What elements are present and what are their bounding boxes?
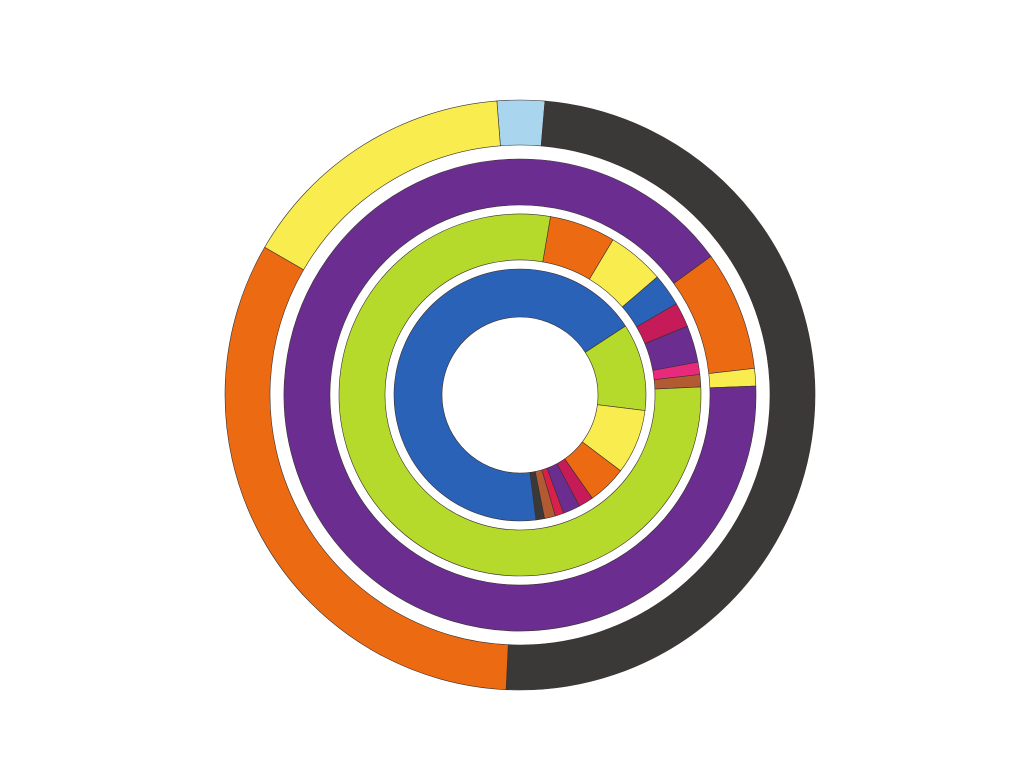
ring-segment <box>283 158 757 632</box>
ring-segment <box>264 100 501 271</box>
ring-segment <box>393 268 626 522</box>
ring-segment <box>505 100 816 691</box>
ring-segment <box>496 99 546 147</box>
ring-segment <box>224 246 509 690</box>
ring-segment <box>338 213 702 577</box>
